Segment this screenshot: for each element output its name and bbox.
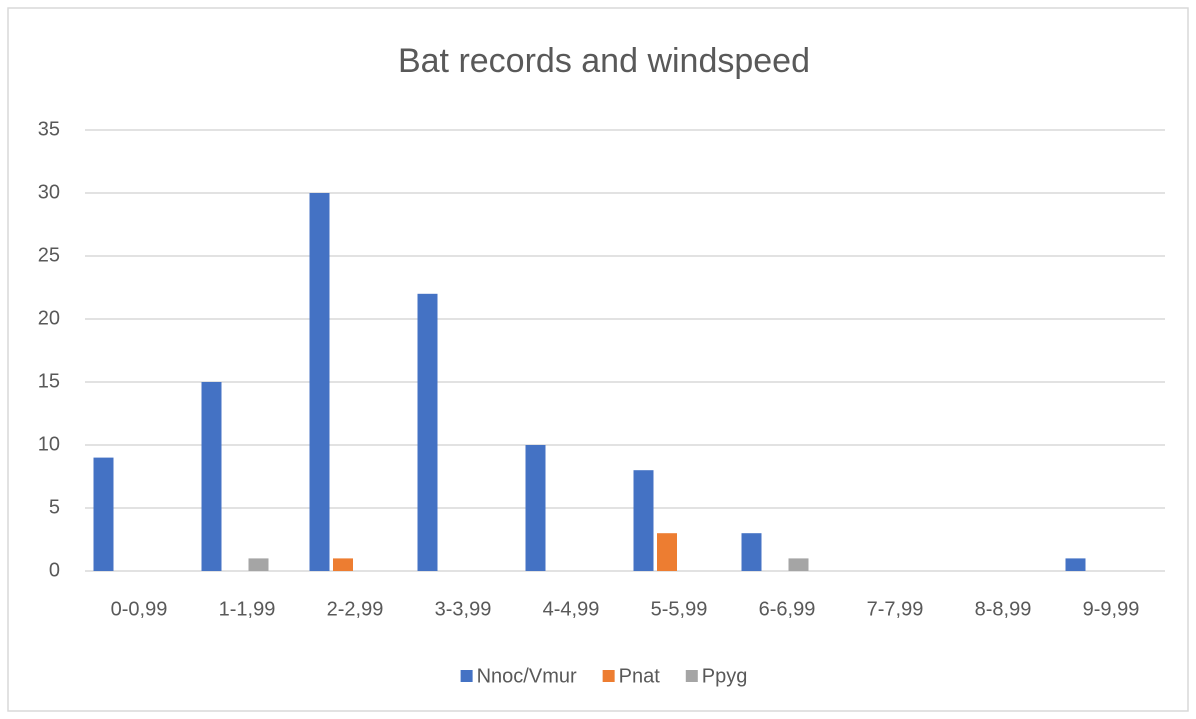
legend-label: Pnat <box>619 665 661 687</box>
x-tick-label: 1-1,99 <box>219 598 276 620</box>
x-tick-label: 8-8,99 <box>975 598 1032 620</box>
y-tick-label: 35 <box>38 118 60 140</box>
bar <box>309 193 330 571</box>
y-tick-label: 10 <box>38 433 60 455</box>
bar <box>741 533 762 571</box>
x-tick-label: 0-0,99 <box>111 598 168 620</box>
y-tick-label: 30 <box>38 181 60 203</box>
chart-title: Bat records and windspeed <box>398 42 810 80</box>
y-tick-label: 0 <box>49 559 60 581</box>
x-tick-label: 6-6,99 <box>759 598 816 620</box>
legend-swatch <box>685 670 698 682</box>
bar <box>93 457 114 571</box>
y-tick-label: 20 <box>38 307 60 329</box>
y-tick-label: 25 <box>38 244 60 266</box>
bar <box>1065 558 1086 571</box>
bar <box>633 470 654 571</box>
chart-border <box>7 7 1189 712</box>
x-tick-label: 4-4,99 <box>543 598 600 620</box>
x-tick-label: 2-2,99 <box>327 598 384 620</box>
legend-label: Nnoc/Vmur <box>477 665 577 687</box>
x-tick-label: 9-9,99 <box>1083 598 1140 620</box>
y-tick-label: 5 <box>49 496 60 518</box>
bar <box>248 558 269 571</box>
bar <box>333 558 353 571</box>
legend-label: Ppyg <box>702 665 748 687</box>
x-tick-label: 3-3,99 <box>435 598 492 620</box>
legend-swatch <box>460 670 473 682</box>
bar <box>525 445 546 571</box>
bar <box>201 382 222 571</box>
legend-swatch <box>602 670 615 682</box>
bar <box>417 293 438 571</box>
x-tick-label: 7-7,99 <box>867 598 924 620</box>
bar <box>657 533 677 571</box>
x-tick-label: 5-5,99 <box>651 598 708 620</box>
bar <box>788 558 809 571</box>
y-tick-label: 15 <box>38 370 60 392</box>
